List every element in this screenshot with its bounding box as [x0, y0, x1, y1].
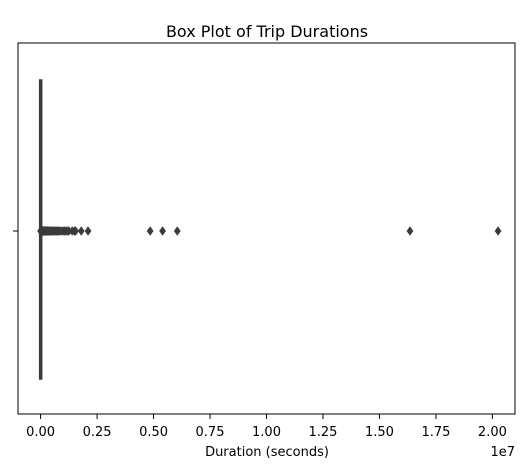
- plot-area: [17, 42, 516, 415]
- x-axis-offset-label: 1e7: [490, 445, 515, 460]
- outlier-point: [77, 226, 85, 236]
- outlier-point: [72, 226, 80, 236]
- outlier-point: [159, 226, 166, 236]
- outlier-point: [146, 226, 154, 236]
- outlier-point: [173, 226, 181, 236]
- x-tick-label: 1.00: [252, 425, 281, 440]
- x-tick-label: 0.75: [196, 425, 225, 440]
- x-tick-label: 1.75: [421, 425, 450, 440]
- x-tick-label: 0.00: [26, 425, 55, 440]
- chart-title: Box Plot of Trip Durations: [166, 22, 368, 41]
- x-axis-label: Duration (seconds): [205, 445, 329, 460]
- outlier-point: [84, 226, 92, 236]
- outlier-point: [406, 226, 414, 236]
- x-tick-label: 1.25: [309, 425, 338, 440]
- x-tick-label: 1.50: [365, 425, 394, 440]
- x-tick-label: 0.50: [139, 425, 168, 440]
- x-tick-label: 0.25: [83, 425, 112, 440]
- outlier-point: [494, 226, 502, 236]
- outlier-group: [37, 226, 502, 236]
- x-axis-ticks: 0.00 0.25 0.50 0.75 1.00 1.25 1.50 1.75 2.00: [26, 414, 507, 440]
- x-tick-label: 2.00: [478, 425, 507, 440]
